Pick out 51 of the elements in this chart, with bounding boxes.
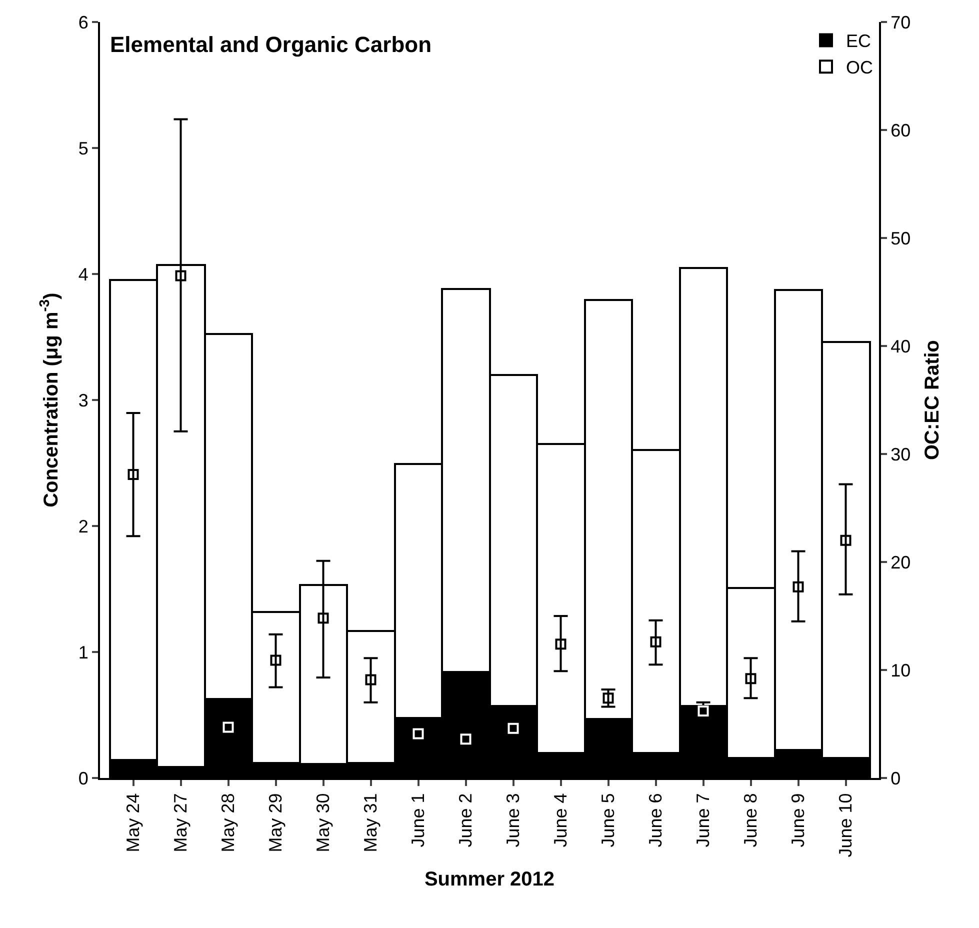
y2-axis-title: OC:EC Ratio <box>922 340 944 460</box>
x-tick-label: June 8 <box>740 793 761 848</box>
y-tick-label: 0 <box>78 768 88 788</box>
y2-tick-label: 60 <box>890 120 911 140</box>
x-tick-label: May 28 <box>218 793 238 852</box>
y-tick-label: 1 <box>78 642 88 662</box>
point <box>460 734 472 745</box>
y2-tick-label: 50 <box>890 228 911 248</box>
point <box>508 722 519 734</box>
y2-tick-label: 0 <box>890 768 901 788</box>
point <box>792 581 804 592</box>
point <box>698 706 709 717</box>
x-tick-label: May 30 <box>313 793 334 852</box>
y-tick-label: 3 <box>78 390 88 410</box>
y2-tick-label: 40 <box>890 336 911 356</box>
x-tick-label: May 31 <box>360 793 381 852</box>
x-tick-label: June 1 <box>408 793 428 848</box>
x-tick-label: June 3 <box>503 793 524 848</box>
x-tick-label: June 4 <box>550 793 571 848</box>
x-tick-label: June 5 <box>598 793 618 848</box>
point <box>128 469 139 480</box>
point <box>555 638 566 650</box>
point <box>365 674 376 686</box>
y-tick-label: 4 <box>78 264 88 284</box>
y2-tick-label: 30 <box>890 444 911 464</box>
y2-tick-label: 70 <box>890 12 911 32</box>
point <box>175 270 186 282</box>
y2-tick-label: 10 <box>890 660 911 680</box>
point <box>222 722 234 733</box>
point <box>412 728 424 740</box>
x-tick-label: June 7 <box>693 793 714 848</box>
legend-label: EC <box>846 31 872 52</box>
point <box>745 673 756 684</box>
x-tick-label: June 2 <box>456 793 476 848</box>
y-tick-label: 5 <box>78 138 88 158</box>
x-tick-label: June 9 <box>788 793 808 848</box>
text: Elemental and Organic Carbon <box>110 32 432 57</box>
point <box>650 636 662 648</box>
x-tick-label: May 27 <box>170 793 191 852</box>
y-tick-label: 6 <box>78 12 88 32</box>
x-tick-label: June 10 <box>836 793 856 858</box>
x-tick-label: May 29 <box>266 793 286 852</box>
x-axis-title: Summer 2012 <box>424 868 555 890</box>
legend-label: OC <box>846 58 873 78</box>
x-tick-label: June 6 <box>646 793 666 848</box>
y2-tick-label: 20 <box>890 552 911 572</box>
y-tick-label: 2 <box>78 516 88 536</box>
x-tick-label: May 24 <box>123 793 144 852</box>
point <box>840 534 852 546</box>
point <box>318 612 329 624</box>
point <box>270 654 282 666</box>
